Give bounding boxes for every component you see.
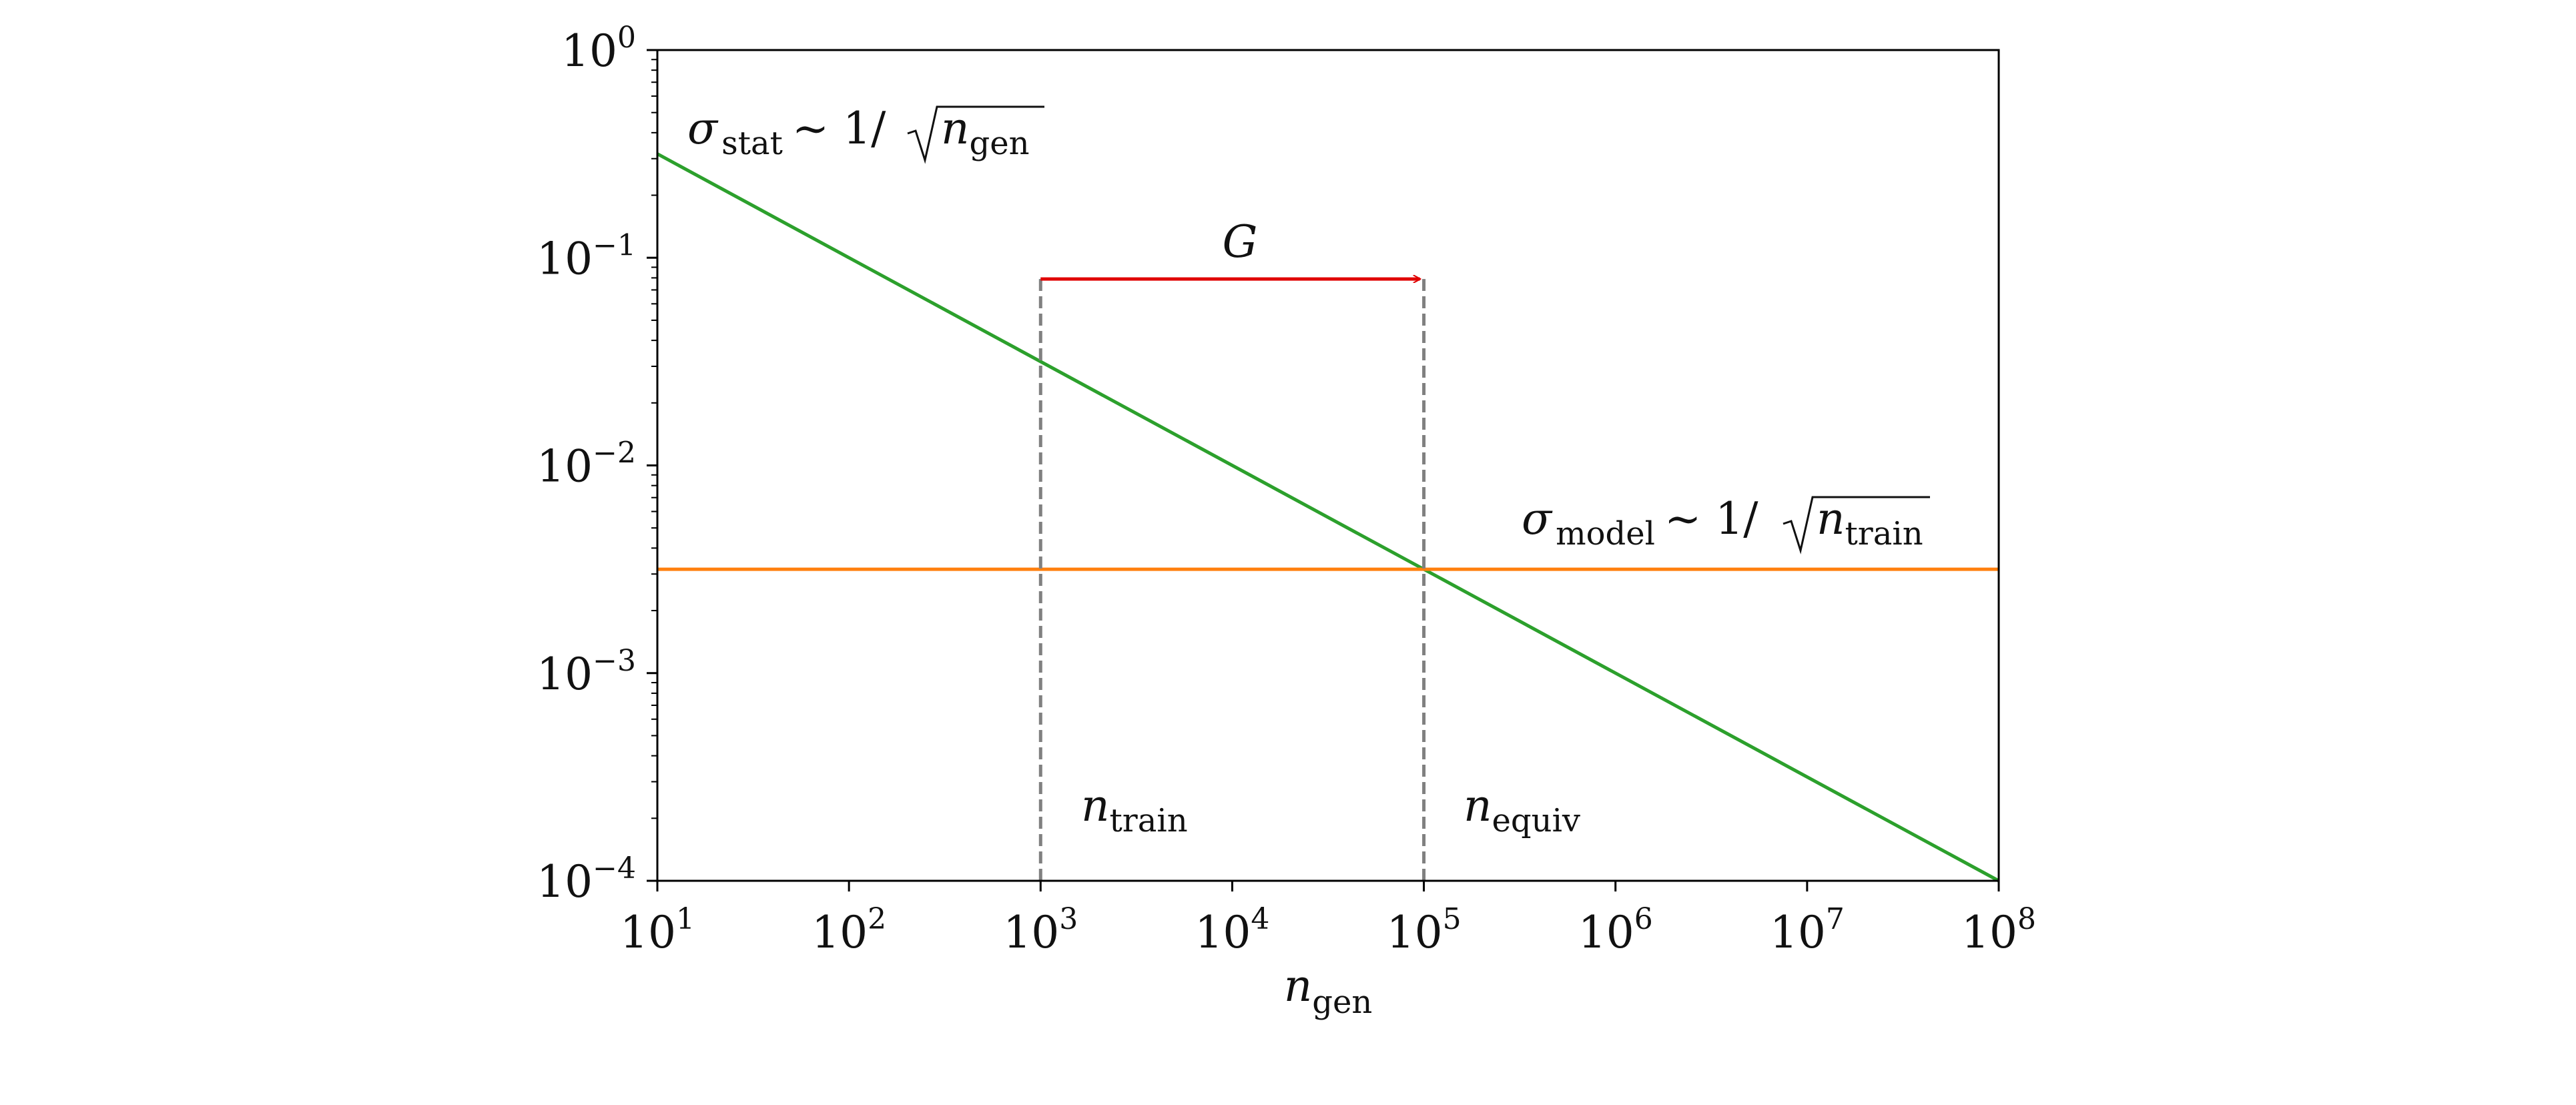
y-tick-label: 10−1 — [537, 228, 636, 284]
y-tick-label: 100 — [561, 21, 636, 77]
x-tick-label: 103 — [1003, 902, 1078, 958]
x-axis-label: ngen — [1284, 960, 1373, 1021]
series-label-sigma-model: σ model ∼ 1/ ntrain — [1522, 493, 1930, 555]
series-line-sigma-stat — [656, 152, 2000, 883]
tick-label-layer: 101 102 103 104 105 106 107 108 100 10−1 10−2 10−3 1… — [537, 21, 2036, 958]
x-tick-label: 102 — [812, 902, 886, 958]
sqrt-sign — [1783, 496, 1930, 555]
y-tick-label: 10−3 — [537, 644, 636, 700]
x-tick-label: 107 — [1770, 902, 1845, 958]
vline-label-n-equiv: nequiv — [1464, 780, 1580, 839]
tick-layer — [647, 49, 2000, 891]
vline-label-n-train: ntrain — [1081, 780, 1188, 839]
x-tick-label: 101 — [620, 902, 695, 958]
series-label-sigma-stat: σ stat ∼ 1/ ngen — [687, 103, 1044, 164]
plot-area-frame — [656, 49, 2000, 882]
sqrt-sign — [907, 105, 1044, 164]
x-tick-label: 105 — [1387, 902, 1462, 958]
x-tick-label: 106 — [1578, 902, 1653, 958]
svg-text:ngen: ngen — [941, 103, 1030, 162]
x-tick-label: 104 — [1195, 902, 1269, 958]
data-layer — [656, 152, 2000, 883]
y-tick-label: 10−4 — [537, 851, 636, 907]
x-tick-label: 108 — [1961, 902, 2036, 958]
arrow-label-g: G — [1223, 216, 1258, 268]
svg-text:ntrain: ntrain — [1817, 493, 1923, 552]
y-tick-label: 10−2 — [537, 436, 636, 492]
